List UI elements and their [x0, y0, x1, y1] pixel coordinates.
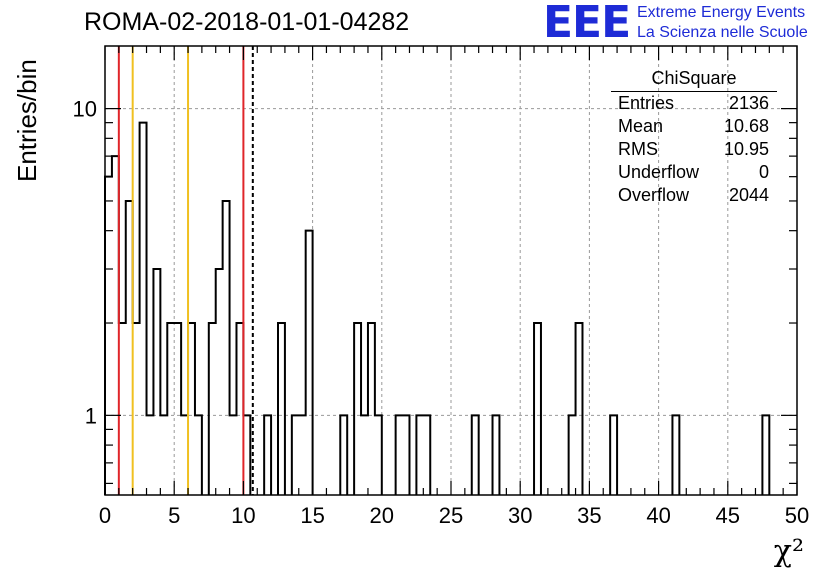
x-tick-label: 45	[716, 503, 740, 528]
x-tick-label: 10	[231, 503, 255, 528]
x-tick-label: 40	[646, 503, 670, 528]
stats-row-overflow: Overflow 2044	[611, 184, 777, 207]
stats-label: Entries	[618, 93, 675, 113]
stats-row-mean: Mean 10.68	[611, 115, 777, 138]
logo-tagline-2: La Scienza nelle Scuole	[637, 24, 808, 41]
histogram-outline	[104, 121, 771, 495]
x-tick-label: 5	[168, 503, 180, 528]
stats-row-entries: Entries 2136	[611, 92, 777, 115]
stats-value: 2136	[728, 93, 769, 113]
stats-label: Overflow	[618, 185, 690, 205]
stats-box: ChiSquare Entries 2136 Mean 10.68 RMS 10…	[611, 66, 777, 207]
x-tick-label: 30	[508, 503, 532, 528]
y-axis-label: Entries/bin	[12, 59, 42, 182]
stats-value: 2044	[728, 185, 769, 205]
stats-value: 10.68	[723, 116, 769, 136]
y-tick-label: 1	[85, 403, 97, 428]
logo-tagline-1: Extreme Energy Events	[637, 4, 806, 21]
x-tick-label: 25	[439, 503, 463, 528]
stats-label: Underflow	[618, 162, 700, 182]
stats-row-underflow: Underflow 0	[611, 161, 777, 184]
stats-label: RMS	[618, 139, 658, 159]
x-tick-label: 50	[785, 503, 809, 528]
stats-label: Mean	[618, 116, 664, 136]
x-tick-label: 35	[577, 503, 601, 528]
x-tick-label: 15	[300, 503, 324, 528]
stats-row-rms: RMS 10.95	[611, 138, 777, 161]
x-tick-label: 20	[370, 503, 394, 528]
x-axis-label: χ²	[773, 534, 804, 569]
stats-title: ChiSquare	[611, 66, 777, 92]
eee-logo: EEE	[543, 0, 631, 48]
x-tick-label: 0	[99, 503, 111, 528]
y-tick-label: 10	[73, 97, 97, 122]
stats-value: 0	[758, 162, 769, 182]
stats-value: 10.95	[723, 139, 769, 159]
chart-title: ROMA-02-2018-01-01-04282	[84, 8, 410, 36]
